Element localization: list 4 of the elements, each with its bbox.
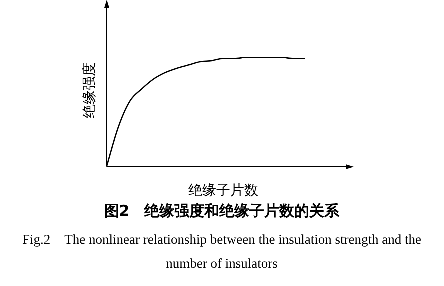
x-axis-title: 绝缘子片数 xyxy=(188,183,258,200)
text: Fig.2 The nonlinear relationship between the insulation strength and the number of insulators xyxy=(21,231,423,273)
text: 图2 绝缘强度和绝缘子片数的关系 xyxy=(103,202,341,221)
y-axis-title: 绝缘强度 xyxy=(82,62,98,118)
